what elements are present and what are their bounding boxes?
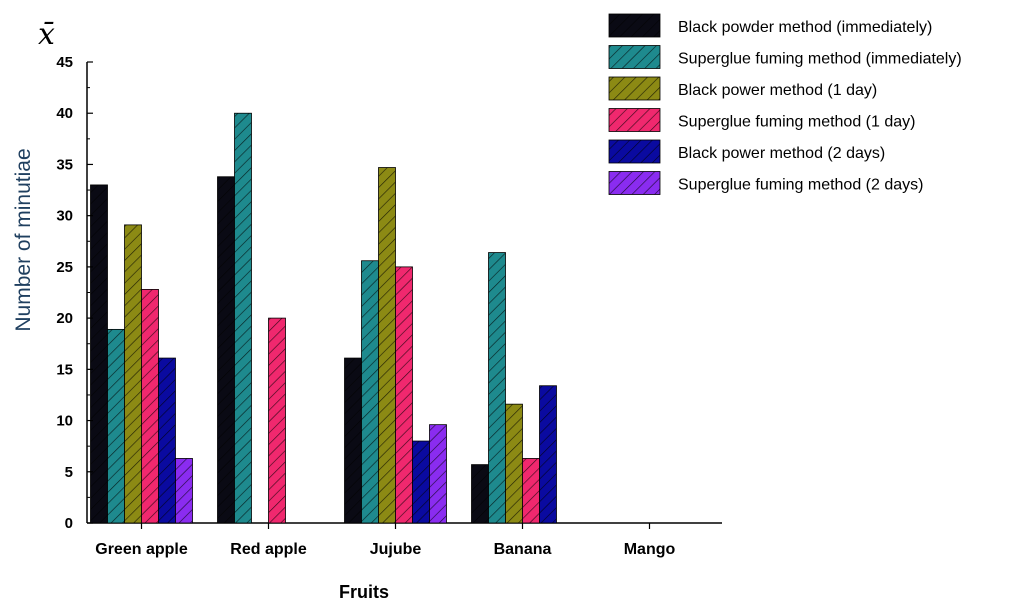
bar [107, 328, 125, 524]
legend-label: Superglue fuming method (immediately) [678, 51, 962, 68]
bar [158, 357, 176, 524]
y-tick-label: 15 [56, 361, 73, 378]
x-tick-label: Banana [494, 541, 552, 558]
bar [429, 424, 447, 524]
bar [378, 167, 396, 524]
x-tick-label: Red apple [230, 541, 307, 558]
legend-label: Superglue fuming method (2 days) [678, 177, 923, 194]
bar [90, 184, 108, 524]
legend-swatch [608, 13, 661, 38]
bar [361, 260, 379, 524]
legend-swatch [608, 139, 661, 164]
y-tick-label: 45 [56, 54, 73, 71]
y-tick-label: 40 [56, 105, 73, 122]
bar [268, 317, 286, 524]
legend: Black powder method (immediately) Supergl… [608, 13, 962, 195]
y-tick-label: 30 [56, 208, 73, 225]
y-tick-label: 25 [56, 259, 73, 276]
x-axis-categories: Green apple Red apple Jujube Banana Mango [95, 523, 676, 558]
chart-bars [90, 112, 557, 524]
legend-swatch [608, 108, 661, 132]
x-tick-label: Green apple [95, 541, 188, 558]
legend-label: Black power method (2 days) [678, 145, 885, 162]
legend-label: Superglue fuming method (1 day) [678, 114, 915, 131]
y-tick-label: 35 [56, 156, 73, 173]
bar [522, 458, 540, 524]
legend-label: Black powder method (immediately) [678, 19, 932, 36]
x-tick-label: Jujube [370, 541, 422, 558]
bar [344, 357, 362, 524]
bar [488, 252, 506, 524]
y-tick-label: 20 [56, 310, 73, 327]
bar [505, 403, 523, 524]
x-tick-label: Mango [624, 541, 676, 558]
bar [234, 112, 252, 524]
bar [395, 266, 413, 524]
legend-swatch [608, 171, 661, 195]
y-tick-label: 10 [56, 413, 73, 430]
y-tick-label: 0 [65, 515, 73, 532]
bar [412, 440, 430, 524]
bar [124, 224, 142, 524]
mean-symbol: x̄ [38, 17, 55, 52]
legend-swatch [608, 76, 661, 101]
bar [471, 464, 489, 524]
y-axis-ticks: 0 5 10 15 20 25 30 35 40 45 [56, 54, 93, 532]
legend-label: Black power method (1 day) [678, 82, 877, 99]
bar [141, 289, 159, 524]
bar [539, 385, 557, 524]
x-axis-label: Fruits [339, 582, 389, 601]
y-tick-label: 5 [65, 464, 73, 481]
bar [217, 176, 235, 524]
legend-swatch [608, 45, 661, 69]
y-axis-label: Number of minutiae [12, 148, 35, 331]
bar [175, 458, 193, 524]
